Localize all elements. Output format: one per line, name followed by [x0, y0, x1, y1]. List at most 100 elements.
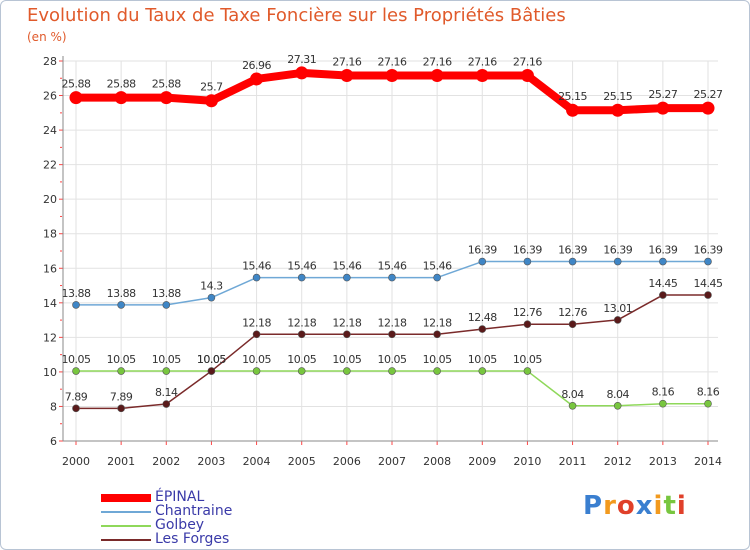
x-tick-label: 2000: [62, 455, 90, 468]
data-label-epinal: 27.16: [468, 56, 497, 69]
data-label-epinal: 27.16: [378, 56, 407, 69]
point-golbey-2002: [162, 367, 171, 375]
data-label-les-forges: 12.48: [468, 311, 497, 324]
data-label-les-forges: 12.18: [287, 316, 316, 329]
x-tick-label: 2001: [107, 455, 135, 468]
data-label-chantraine: 16.39: [558, 244, 587, 257]
data-label-epinal: 27.16: [513, 56, 542, 69]
point-chantraine-2002: [162, 301, 171, 309]
data-label-les-forges: 10.05: [197, 353, 226, 366]
point-golbey-2008: [433, 367, 441, 375]
y-tick-label: 12: [43, 331, 57, 344]
point-golbey-2000: [72, 367, 80, 375]
point-epinal-2010: [520, 69, 534, 83]
proxiti-logo: Proxiti: [583, 491, 687, 521]
point-les-forges-2011: [568, 320, 577, 329]
data-label-epinal: 27.31: [287, 53, 316, 66]
point-epinal-2000: [69, 91, 83, 105]
data-label-golbey: 10.05: [332, 353, 361, 366]
data-label-golbey: 10.05: [197, 353, 226, 366]
data-label-golbey: 10.05: [468, 353, 497, 366]
legend-swatch-golbey: [101, 525, 151, 527]
point-les-forges-2014: [704, 291, 712, 299]
unit-label: (en %): [27, 30, 67, 44]
legend-label-chantraine: Chantraine: [155, 503, 233, 519]
legend-swatch-les-forges: [101, 539, 151, 541]
data-label-epinal: 25.15: [558, 90, 587, 103]
data-label-les-forges: 12.18: [242, 316, 271, 329]
y-tick-label: 8: [50, 400, 57, 413]
data-label-golbey: 10.05: [152, 353, 181, 366]
point-golbey-2006: [343, 367, 351, 375]
point-golbey-2004: [252, 367, 261, 375]
point-chantraine-2008: [433, 273, 441, 282]
data-label-golbey: 10.05: [62, 353, 91, 366]
y-tick-label: 22: [43, 159, 57, 172]
data-label-les-forges: 7.89: [65, 390, 88, 403]
point-chantraine-2010: [523, 257, 532, 266]
x-tick-label: 2006: [333, 455, 361, 468]
point-les-forges-2012: [613, 316, 622, 324]
y-tick-label: 10: [43, 366, 57, 379]
point-chantraine-2000: [72, 301, 80, 309]
data-label-chantraine: 13.88: [152, 287, 181, 300]
data-label-epinal: 25.88: [152, 78, 181, 91]
point-chantraine-2013: [659, 257, 667, 266]
point-les-forges-2010: [523, 320, 532, 329]
y-tick-label: 28: [43, 55, 57, 68]
data-label-golbey: 8.04: [606, 388, 629, 401]
data-label-golbey: 10.05: [107, 353, 136, 366]
data-label-golbey: 8.16: [697, 386, 720, 399]
point-les-forges-2004: [252, 330, 261, 339]
data-label-chantraine: 15.46: [242, 260, 271, 273]
data-label-golbey: 8.04: [561, 388, 584, 401]
point-golbey-2012: [613, 401, 622, 410]
data-label-chantraine: 15.46: [423, 260, 452, 273]
data-label-epinal: 26.96: [242, 59, 271, 72]
data-label-golbey: 10.05: [423, 353, 452, 366]
data-label-epinal: 27.16: [423, 56, 452, 69]
point-chantraine-2004: [252, 273, 261, 282]
data-label-chantraine: 16.39: [468, 244, 497, 257]
point-les-forges-2006: [343, 330, 351, 339]
data-label-chantraine: 16.39: [694, 244, 723, 257]
point-epinal-2011: [566, 103, 580, 117]
point-les-forges-2001: [117, 404, 125, 413]
x-tick-label: 2007: [378, 455, 406, 468]
data-label-golbey: 10.05: [242, 353, 271, 366]
point-les-forges-2007: [388, 330, 396, 339]
point-epinal-2007: [385, 69, 399, 83]
point-les-forges-2009: [478, 325, 487, 333]
point-chantraine-2005: [297, 273, 306, 282]
point-golbey-2005: [297, 367, 306, 375]
data-label-chantraine: 15.46: [332, 260, 361, 273]
data-label-epinal: 25.88: [107, 78, 136, 91]
data-label-les-forges: 14.45: [694, 277, 723, 290]
data-label-chantraine: 15.46: [287, 260, 316, 273]
point-chantraine-2014: [704, 257, 712, 266]
legend-label-les-forges: Les Forges: [155, 531, 230, 547]
data-label-epinal: 25.27: [648, 88, 677, 101]
x-tick-label: 2005: [288, 455, 316, 468]
x-tick-label: 2014: [694, 455, 722, 468]
data-label-chantraine: 16.39: [513, 244, 542, 257]
point-les-forges-2000: [72, 404, 80, 413]
data-label-golbey: 10.05: [513, 353, 542, 366]
point-chantraine-2007: [388, 273, 396, 282]
y-tick-label: 6: [50, 435, 57, 448]
x-tick-label: 2011: [559, 455, 587, 468]
data-label-chantraine: 15.46: [378, 260, 407, 273]
point-epinal-2013: [656, 101, 670, 115]
data-label-chantraine: 16.39: [603, 244, 632, 257]
x-tick-label: 2009: [468, 455, 496, 468]
point-golbey-2011: [568, 401, 577, 410]
x-tick-label: 2010: [513, 455, 541, 468]
data-label-golbey: 10.05: [287, 353, 316, 366]
point-epinal-2009: [475, 69, 489, 83]
point-epinal-2002: [159, 91, 173, 105]
data-label-les-forges: 8.14: [155, 386, 178, 399]
data-label-golbey: 10.05: [378, 353, 407, 366]
data-label-chantraine: 13.88: [107, 287, 136, 300]
